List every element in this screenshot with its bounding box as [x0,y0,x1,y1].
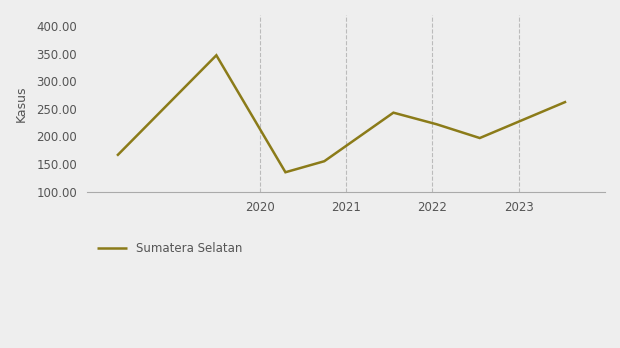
Sumatera Selatan [390,111,397,115]
Sumatera Selatan [113,153,121,158]
Line: Sumatera Selatan: Sumatera Selatan [117,55,566,172]
Sumatera Selatan [213,53,220,57]
Sumatera Selatan [281,170,289,174]
Sumatera Selatan [476,136,484,140]
Legend: Sumatera Selatan: Sumatera Selatan [93,237,247,260]
Sumatera Selatan [433,122,440,126]
Y-axis label: Kasus: Kasus [15,85,28,121]
Sumatera Selatan [562,100,570,104]
Sumatera Selatan [321,159,328,163]
